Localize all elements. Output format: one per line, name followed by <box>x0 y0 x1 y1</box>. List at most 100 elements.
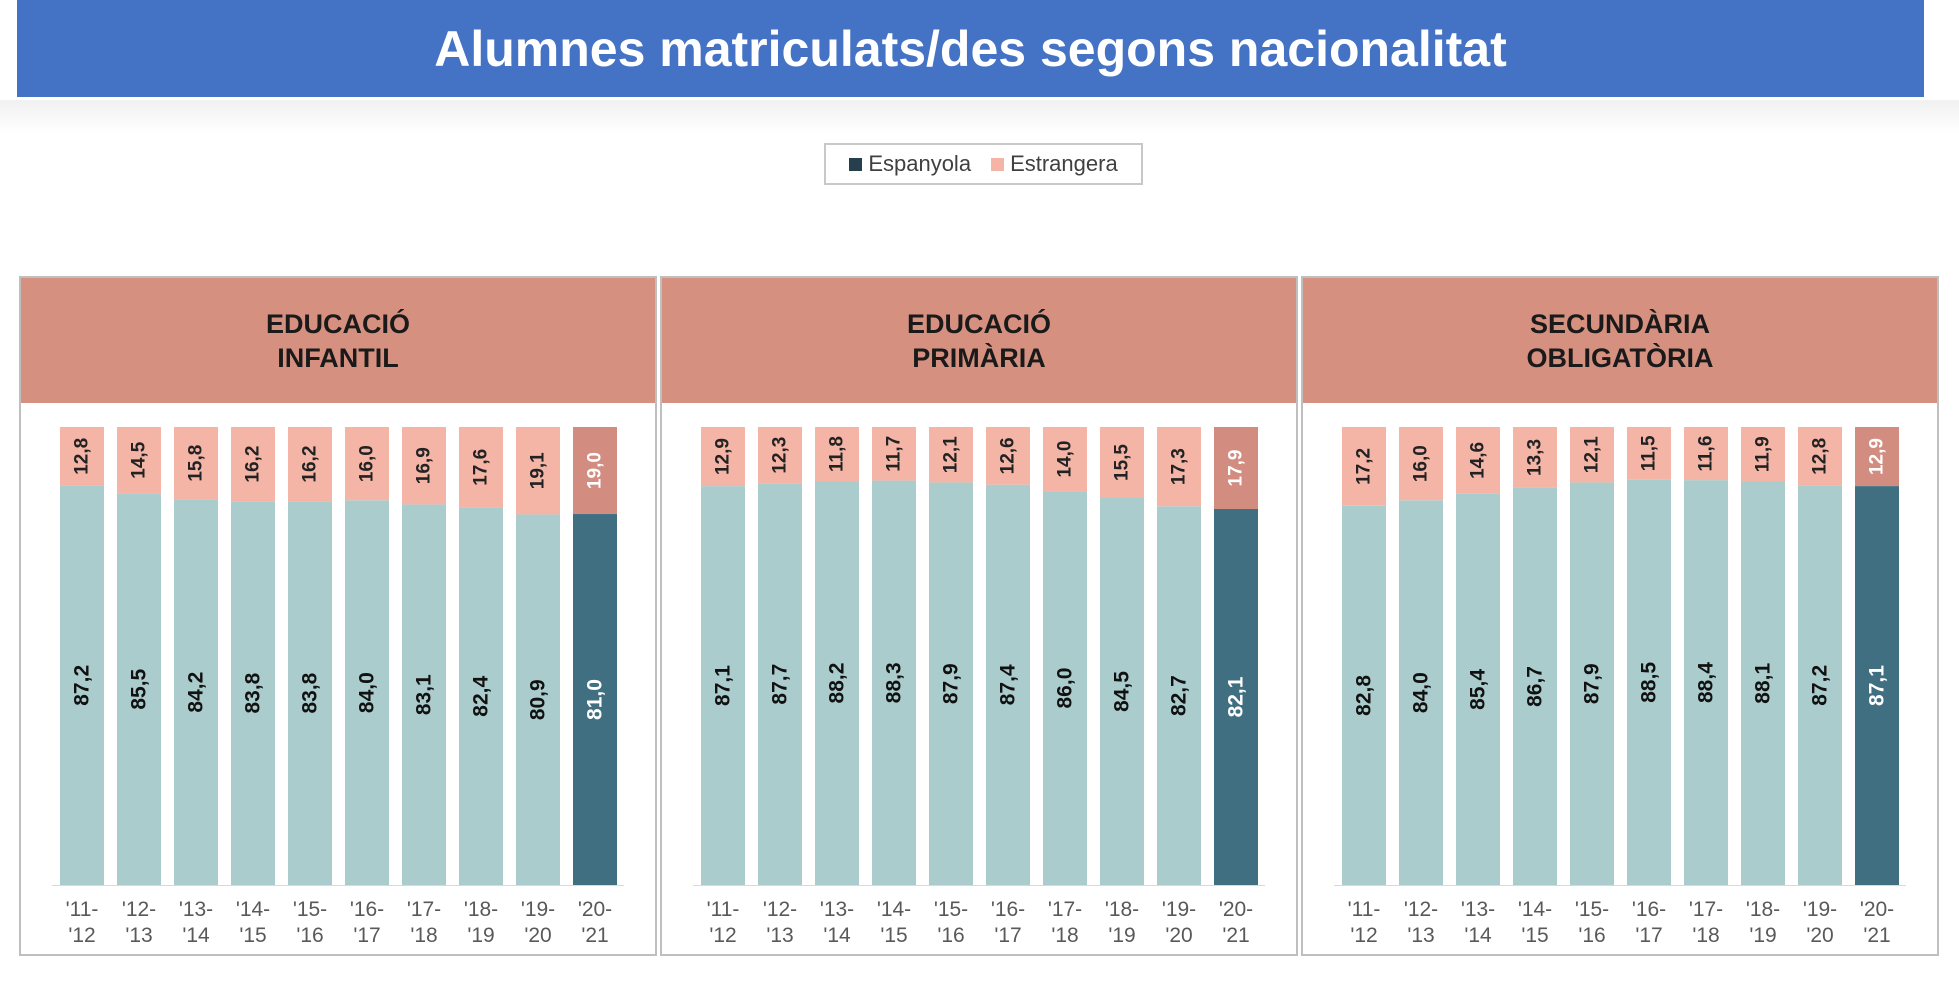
data-label-espanyola: 86,7 <box>1524 666 1547 707</box>
data-label-espanyola: 88,3 <box>883 662 906 703</box>
data-label-espanyola: 84,0 <box>356 672 379 713</box>
data-label-estrangera: 11,7 <box>884 436 905 472</box>
data-label-estrangera: 16,9 <box>414 447 435 484</box>
panel-header: SECUNDÀRIA OBLIGATÒRIA <box>1303 278 1937 403</box>
data-label-espanyola: 81,0 <box>584 679 607 720</box>
x-tick-label: '20-'21 <box>1860 898 1894 947</box>
bar-estrangera <box>288 427 332 502</box>
bar-estrangera <box>1684 427 1728 481</box>
data-label-espanyola: 84,0 <box>1410 672 1433 713</box>
bar-espanyola <box>986 484 1030 885</box>
x-tick-label: '12-'13 <box>122 898 156 947</box>
data-label-estrangera: 17,3 <box>1169 448 1190 485</box>
bar-espanyola <box>288 501 332 885</box>
panel-title: EDUCACIÓ PRIMÀRIA <box>906 308 1051 373</box>
x-tick-label: '18-'19 <box>1105 898 1139 947</box>
panel-secundaria-obligatoria: SECUNDÀRIA OBLIGATÒRIA 82,8 17,2 '11-'12 84… <box>1301 276 1939 956</box>
data-label-estrangera: 12,1 <box>1582 436 1603 473</box>
data-label-espanyola: 87,9 <box>940 663 963 704</box>
data-label-espanyola: 82,8 <box>1353 675 1376 716</box>
bar-estrangera <box>345 427 389 501</box>
bar-espanyola <box>402 504 446 885</box>
bar-espanyola <box>1741 481 1785 885</box>
bar-estrangera <box>872 427 916 481</box>
data-label-espanyola: 88,1 <box>1752 662 1775 703</box>
data-label-estrangera: 19,0 <box>585 452 606 489</box>
x-tick-label: '19-'20 <box>521 898 555 947</box>
x-tick-label: '13-'14 <box>179 898 213 947</box>
data-label-estrangera: 12,6 <box>998 437 1019 474</box>
data-label-espanyola: 85,5 <box>128 668 151 709</box>
bar-espanyola <box>174 499 218 885</box>
data-label-espanyola: 83,8 <box>299 672 322 713</box>
bar-espanyola <box>1855 486 1899 885</box>
stacked-bar-chart: 87,1 12,9 '11-'12 87,7 12,3 '12-'13 88,2 11,8 '1… <box>693 427 1265 947</box>
bar-estrangera <box>117 427 161 494</box>
bar-espanyola <box>1043 491 1087 885</box>
data-label-espanyola: 87,7 <box>769 664 792 705</box>
bar-espanyola <box>1399 500 1443 885</box>
bar-estrangera <box>701 427 745 487</box>
bar-espanyola <box>1570 482 1614 885</box>
data-label-espanyola: 84,2 <box>185 672 208 713</box>
x-tick-label: '20-'21 <box>1219 898 1253 947</box>
x-tick-label: '14-'15 <box>236 898 270 947</box>
data-label-espanyola: 87,2 <box>71 665 94 706</box>
data-label-estrangera: 15,8 <box>186 445 207 482</box>
data-label-estrangera: 14,6 <box>1468 442 1489 479</box>
data-label-espanyola: 87,2 <box>1809 665 1832 706</box>
data-label-estrangera: 13,3 <box>1525 439 1546 476</box>
data-label-estrangera: 11,6 <box>1696 436 1717 472</box>
legend-swatch-estrangera <box>991 157 1005 171</box>
chart-legend: Espanyola Estrangera <box>824 143 1143 185</box>
x-tick-label: '14-'15 <box>877 898 911 947</box>
bar-espanyola <box>1342 505 1386 885</box>
x-tick-label: '17-'18 <box>1048 898 1082 947</box>
bar-estrangera <box>758 427 802 484</box>
legend-label-espanyola: Espanyola <box>868 151 972 176</box>
bar-estrangera <box>1100 427 1144 498</box>
panel-title: SECUNDÀRIA OBLIGATÒRIA <box>1526 308 1714 373</box>
x-tick-label: '16-'17 <box>350 898 384 947</box>
bar-espanyola <box>345 500 389 885</box>
data-label-estrangera: 12,1 <box>941 436 962 473</box>
data-label-espanyola: 87,9 <box>1581 663 1604 704</box>
legend-label-estrangera: Estrangera <box>1010 151 1118 176</box>
data-label-espanyola: 88,5 <box>1638 662 1661 703</box>
data-label-estrangera: 17,2 <box>1354 448 1375 485</box>
data-label-estrangera: 12,3 <box>770 437 791 474</box>
data-label-estrangera: 17,6 <box>471 449 492 486</box>
x-tick-label: '12-'13 <box>763 898 797 947</box>
x-tick-label: '13-'14 <box>820 898 854 947</box>
bar-estrangera <box>1570 427 1614 483</box>
bar-espanyola <box>929 482 973 885</box>
x-tick-label: '14-'15 <box>1518 898 1552 947</box>
x-tick-label: '18-'19 <box>1746 898 1780 947</box>
title-divider <box>0 100 1959 134</box>
bar-estrangera <box>1741 427 1785 482</box>
bar-espanyola <box>459 507 503 885</box>
x-tick-label: '15-'16 <box>1575 898 1609 947</box>
bar-espanyola <box>60 485 104 885</box>
stacked-bar-chart: 87,2 12,8 '11-'12 85,5 14,5 '12-'13 84,2 15,8 '1… <box>52 427 624 947</box>
data-label-espanyola: 87,1 <box>1866 665 1889 706</box>
panel-title: EDUCACIÓ INFANTIL <box>265 308 410 373</box>
panel-header: EDUCACIÓ INFANTIL <box>21 278 655 403</box>
bar-estrangera <box>1513 427 1557 488</box>
bar-espanyola <box>701 486 745 885</box>
x-tick-label: '15-'16 <box>934 898 968 947</box>
panel-header: EDUCACIÓ PRIMÀRIA <box>662 278 1296 403</box>
x-tick-label: '19-'20 <box>1803 898 1837 947</box>
legend-item-estrangera: Estrangera <box>991 151 1118 177</box>
bar-estrangera <box>1627 427 1671 480</box>
data-label-estrangera: 16,2 <box>243 446 264 483</box>
bar-estrangera <box>1798 427 1842 486</box>
data-label-espanyola: 87,1 <box>712 665 735 706</box>
data-label-espanyola: 88,4 <box>1695 662 1718 703</box>
data-label-estrangera: 14,0 <box>1055 441 1076 478</box>
bar-estrangera <box>1342 427 1386 506</box>
page-title: Alumnes matriculats/des segons nacionali… <box>434 20 1507 77</box>
bar-espanyola <box>872 480 916 885</box>
legend-item-espanyola: Espanyola <box>849 151 971 177</box>
bar-estrangera <box>516 427 560 515</box>
